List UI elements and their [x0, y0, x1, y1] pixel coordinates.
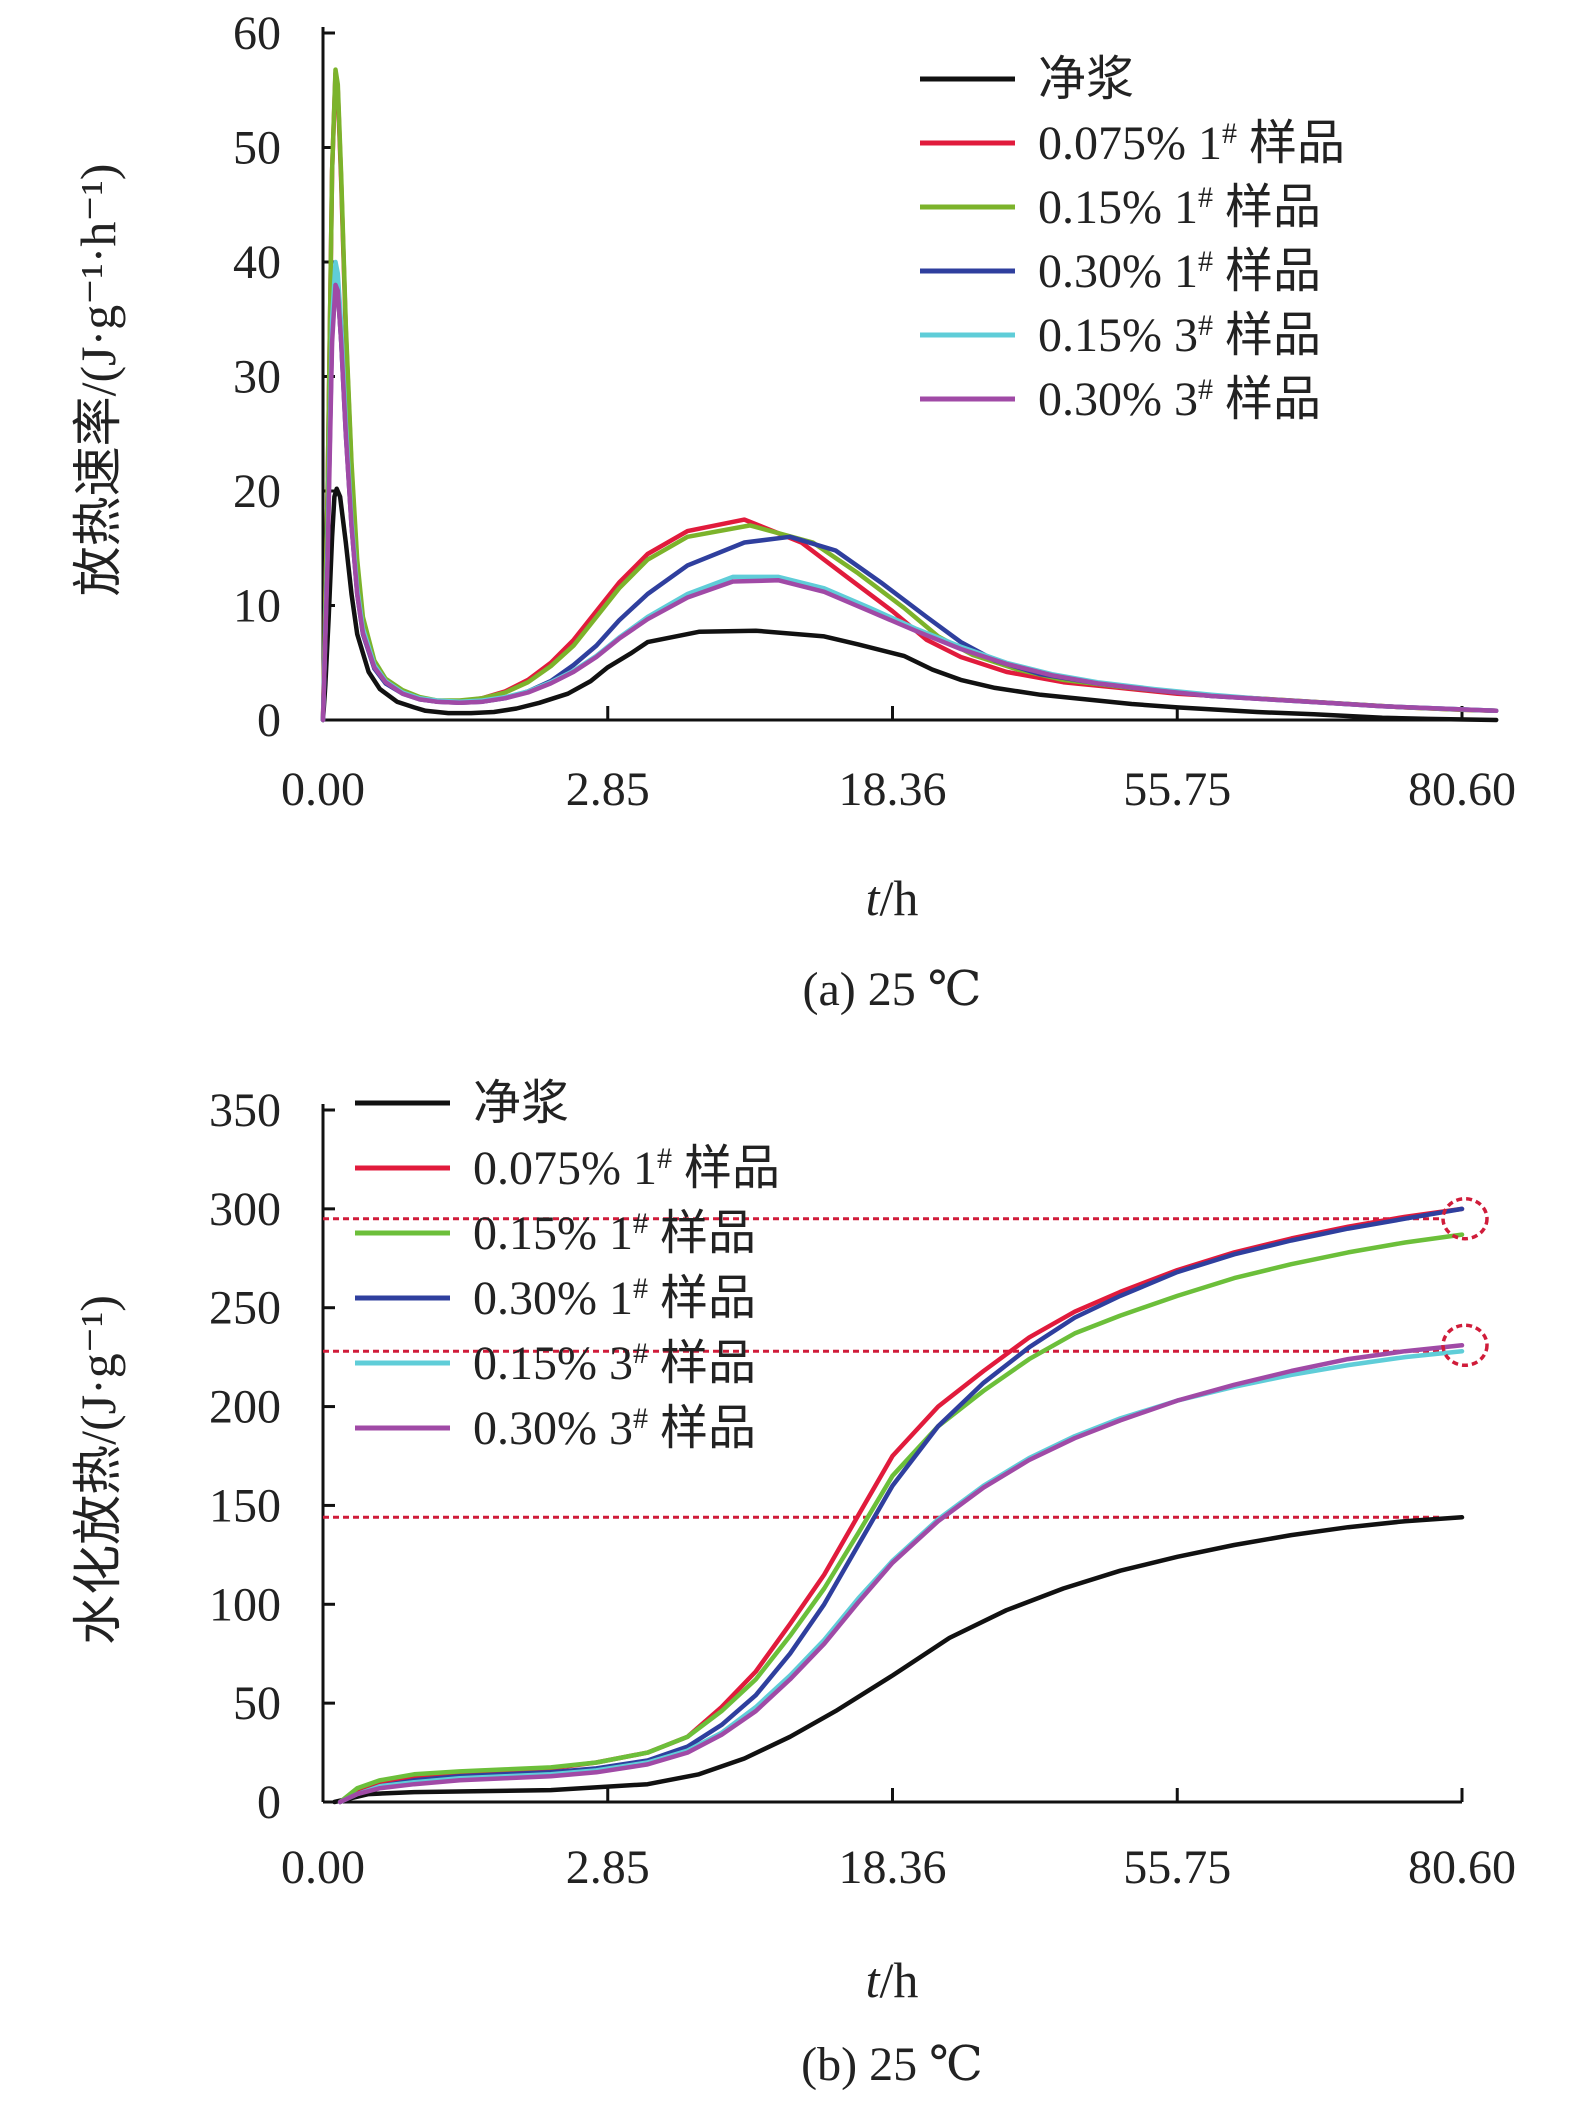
chart-b-y-tick-label: 150	[209, 1479, 281, 1532]
chart-a-y-tick-label: 10	[233, 580, 281, 633]
chart-b-highlight-circle	[1441, 1196, 1489, 1241]
chart-a-x-tick-label: 55.75	[1123, 763, 1231, 816]
chart-a-y-tick-label: 0	[257, 694, 281, 747]
chart-b-y-tick-label: 200	[209, 1381, 281, 1434]
chart-b-x-axis-label: t/h	[866, 1952, 919, 2008]
chart-b-y-axis-label: 水化放热/(J·g⁻¹)	[70, 1295, 126, 1645]
chart-a-legend-label: 0.30% 1# 样品	[1038, 245, 1321, 298]
chart-b-legend-label: 0.30% 1# 样品	[473, 1272, 756, 1325]
chart-b-legend-label: 0.15% 1# 样品	[473, 1207, 756, 1260]
chart-a-legend-label: 0.30% 3# 样品	[1038, 373, 1321, 426]
cumulative-heat-chart: 水化放热/(J·g⁻¹) t/h (b) 25 ℃ 0 50 100 150 200 25…	[70, 1077, 1516, 2091]
chart-b-x-tick-label: 55.75	[1123, 1841, 1231, 1894]
chart-a-x-tick-label: 80.60	[1408, 763, 1516, 816]
chart-b-y-tick-label: 350	[209, 1084, 281, 1137]
chart-b-legend-label: 0.075% 1# 样品	[473, 1142, 780, 1195]
chart-b-x-tick-label: 80.60	[1408, 1841, 1516, 1894]
chart-b-legend-label: 净浆	[473, 1077, 569, 1130]
chart-a-legend-label: 0.15% 3# 样品	[1038, 309, 1321, 362]
chart-a-x-axis-label: t/h	[866, 870, 919, 926]
chart-b-y-tick-label: 0	[257, 1776, 281, 1829]
chart-b-series-line	[337, 1232, 1465, 1805]
chart-b-y-tick-label: 250	[209, 1282, 281, 1335]
chart-b-legend-label: 0.15% 3# 样品	[473, 1337, 756, 1390]
chart-b-series-line	[332, 1515, 1465, 1805]
chart-a-legend-label: 净浆	[1038, 53, 1134, 106]
chart-b-y-tick-label: 50	[233, 1677, 281, 1730]
chart-a-y-tick-label: 30	[233, 351, 281, 404]
heat-flow-chart: 放热速率/(J·g⁻¹·h⁻¹) t/h (a) 25 ℃ 0 10 20 30 40 5…	[70, 7, 1516, 1016]
chart-a-x-tick-label: 0.00	[281, 763, 365, 816]
chart-a-y-tick-label: 20	[233, 465, 281, 518]
chart-b-x-tick-label: 18.36	[839, 1841, 947, 1894]
chart-b-x-tick-label: 2.85	[566, 1841, 650, 1894]
chart-b-series-line	[337, 1343, 1465, 1805]
chart-a-y-tick-label: 50	[233, 122, 281, 175]
chart-a-y-tick-label: 60	[233, 7, 281, 60]
chart-a-legend-label: 0.15% 1# 样品	[1038, 181, 1321, 234]
chart-b-y-tick-label: 100	[209, 1578, 281, 1631]
chart-a-series-line	[320, 282, 1499, 723]
chart-a-y-axis-label: 放热速率/(J·g⁻¹·h⁻¹)	[70, 164, 126, 597]
chart-a-legend-label: 0.075% 1# 样品	[1038, 117, 1345, 170]
chart-a-series-line	[320, 486, 1499, 723]
chart-a-x-tick-label: 18.36	[839, 763, 947, 816]
chart-a-x-tick-label: 2.85	[566, 763, 650, 816]
chart-b-x-tick-label: 0.00	[281, 1841, 365, 1894]
chart-b-legend-label: 0.30% 3# 样品	[473, 1402, 756, 1455]
chart-b-highlight-circle	[1441, 1323, 1489, 1368]
chart-a-caption: (a) 25 ℃	[803, 963, 982, 1016]
chart-b-y-tick-label: 300	[209, 1183, 281, 1236]
chart-a-y-tick-label: 40	[233, 236, 281, 289]
chart-b-caption: (b) 25 ℃	[801, 2038, 983, 2091]
